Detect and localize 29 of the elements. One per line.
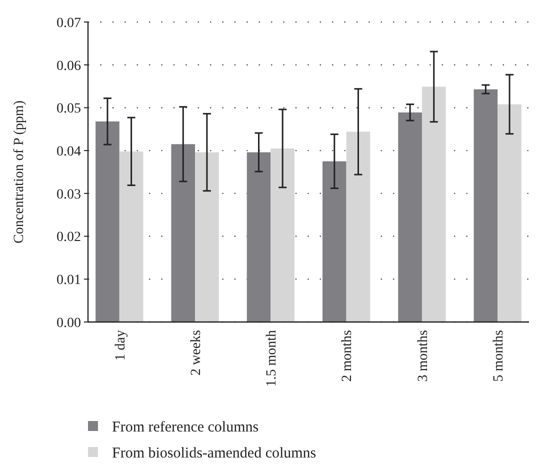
y-tick-label: 0.06 — [56, 58, 81, 74]
y-tick-label: 0.00 — [56, 316, 81, 331]
y-axis-title: Concentration of P (ppm) — [12, 100, 27, 244]
y-tick-label: 0.02 — [56, 230, 81, 246]
legend-label: From biosolids-amended columns — [112, 445, 316, 462]
y-tick-label: 0.05 — [56, 102, 81, 117]
y-tick-label: 0.01 — [56, 273, 81, 288]
x-tick-label: 1 day — [113, 330, 128, 361]
bar — [474, 89, 498, 322]
x-tick-label: 1.5 month — [264, 330, 280, 387]
bar — [322, 161, 346, 322]
bar — [195, 152, 219, 322]
y-tick-label: 0.07 — [56, 16, 81, 31]
bar — [270, 148, 295, 322]
x-tick-label: 3 months — [416, 330, 431, 382]
bar — [246, 152, 271, 322]
x-tick-label: 2 months — [340, 330, 356, 382]
bar — [96, 121, 120, 322]
bar — [398, 112, 422, 322]
bar — [119, 151, 144, 322]
bar — [422, 86, 446, 322]
x-tick-label: 2 weeks — [188, 330, 204, 376]
bar — [346, 132, 370, 322]
x-tick-label: 5 months — [492, 330, 507, 382]
bar — [171, 144, 196, 322]
y-tick-label: 0.04 — [56, 144, 81, 160]
y-tick-label: 0.03 — [56, 187, 81, 202]
legend-label: From reference columns — [112, 419, 259, 436]
bar — [498, 104, 522, 322]
